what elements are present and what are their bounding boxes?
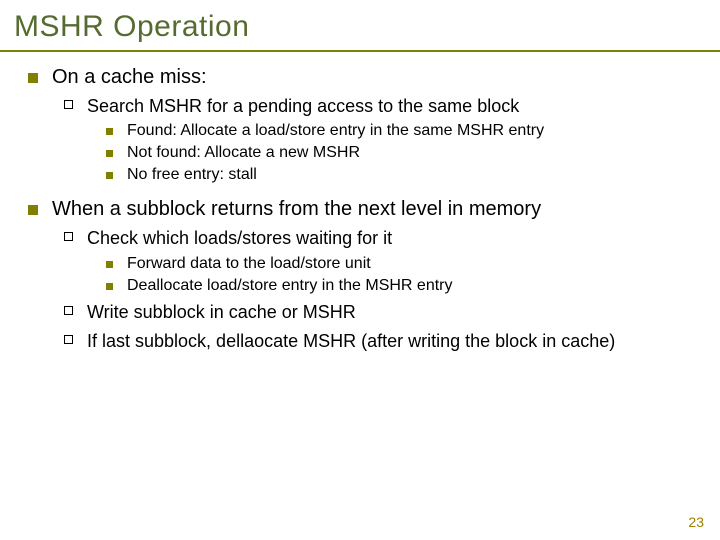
bullet-text: On a cache miss: (52, 66, 207, 89)
bullet-text: Forward data to the load/store unit (127, 255, 371, 273)
bullet-text: No free entry: stall (127, 166, 257, 184)
bullet-level2: Search MSHR for a pending access to the … (64, 95, 692, 118)
hollow-square-bullet-icon (64, 232, 73, 241)
bullet-level3: No free entry: stall (106, 166, 692, 184)
bullet-text: Not found: Allocate a new MSHR (127, 144, 360, 162)
hollow-square-bullet-icon (64, 100, 73, 109)
bullet-level1: When a subblock returns from the next le… (28, 198, 692, 221)
hollow-square-bullet-icon (64, 306, 73, 315)
bullet-level3: Found: Allocate a load/store entry in th… (106, 122, 692, 140)
small-square-bullet-icon (106, 150, 113, 157)
hollow-square-bullet-icon (64, 335, 73, 344)
bullet-text: Found: Allocate a load/store entry in th… (127, 122, 544, 140)
slide-content: On a cache miss: Search MSHR for a pendi… (0, 52, 720, 354)
bullet-text: Search MSHR for a pending access to the … (87, 95, 519, 118)
square-bullet-icon (28, 205, 38, 215)
slide-title: MSHR Operation (0, 0, 720, 52)
bullet-level1: On a cache miss: (28, 66, 692, 89)
small-square-bullet-icon (106, 128, 113, 135)
small-square-bullet-icon (106, 261, 113, 268)
bullet-level3: Deallocate load/store entry in the MSHR … (106, 277, 692, 295)
bullet-level2: Check which loads/stores waiting for it (64, 227, 692, 250)
bullet-level3: Not found: Allocate a new MSHR (106, 144, 692, 162)
bullet-text: Write subblock in cache or MSHR (87, 301, 356, 324)
bullet-text: When a subblock returns from the next le… (52, 198, 541, 221)
bullet-level3: Forward data to the load/store unit (106, 255, 692, 273)
square-bullet-icon (28, 73, 38, 83)
bullet-level2: Write subblock in cache or MSHR (64, 301, 692, 324)
bullet-text: Deallocate load/store entry in the MSHR … (127, 277, 452, 295)
page-number: 23 (688, 514, 704, 530)
bullet-level2: If last subblock, dellaocate MSHR (after… (64, 330, 692, 353)
small-square-bullet-icon (106, 283, 113, 290)
bullet-text: Check which loads/stores waiting for it (87, 227, 392, 250)
small-square-bullet-icon (106, 172, 113, 179)
bullet-text: If last subblock, dellaocate MSHR (after… (87, 330, 615, 353)
